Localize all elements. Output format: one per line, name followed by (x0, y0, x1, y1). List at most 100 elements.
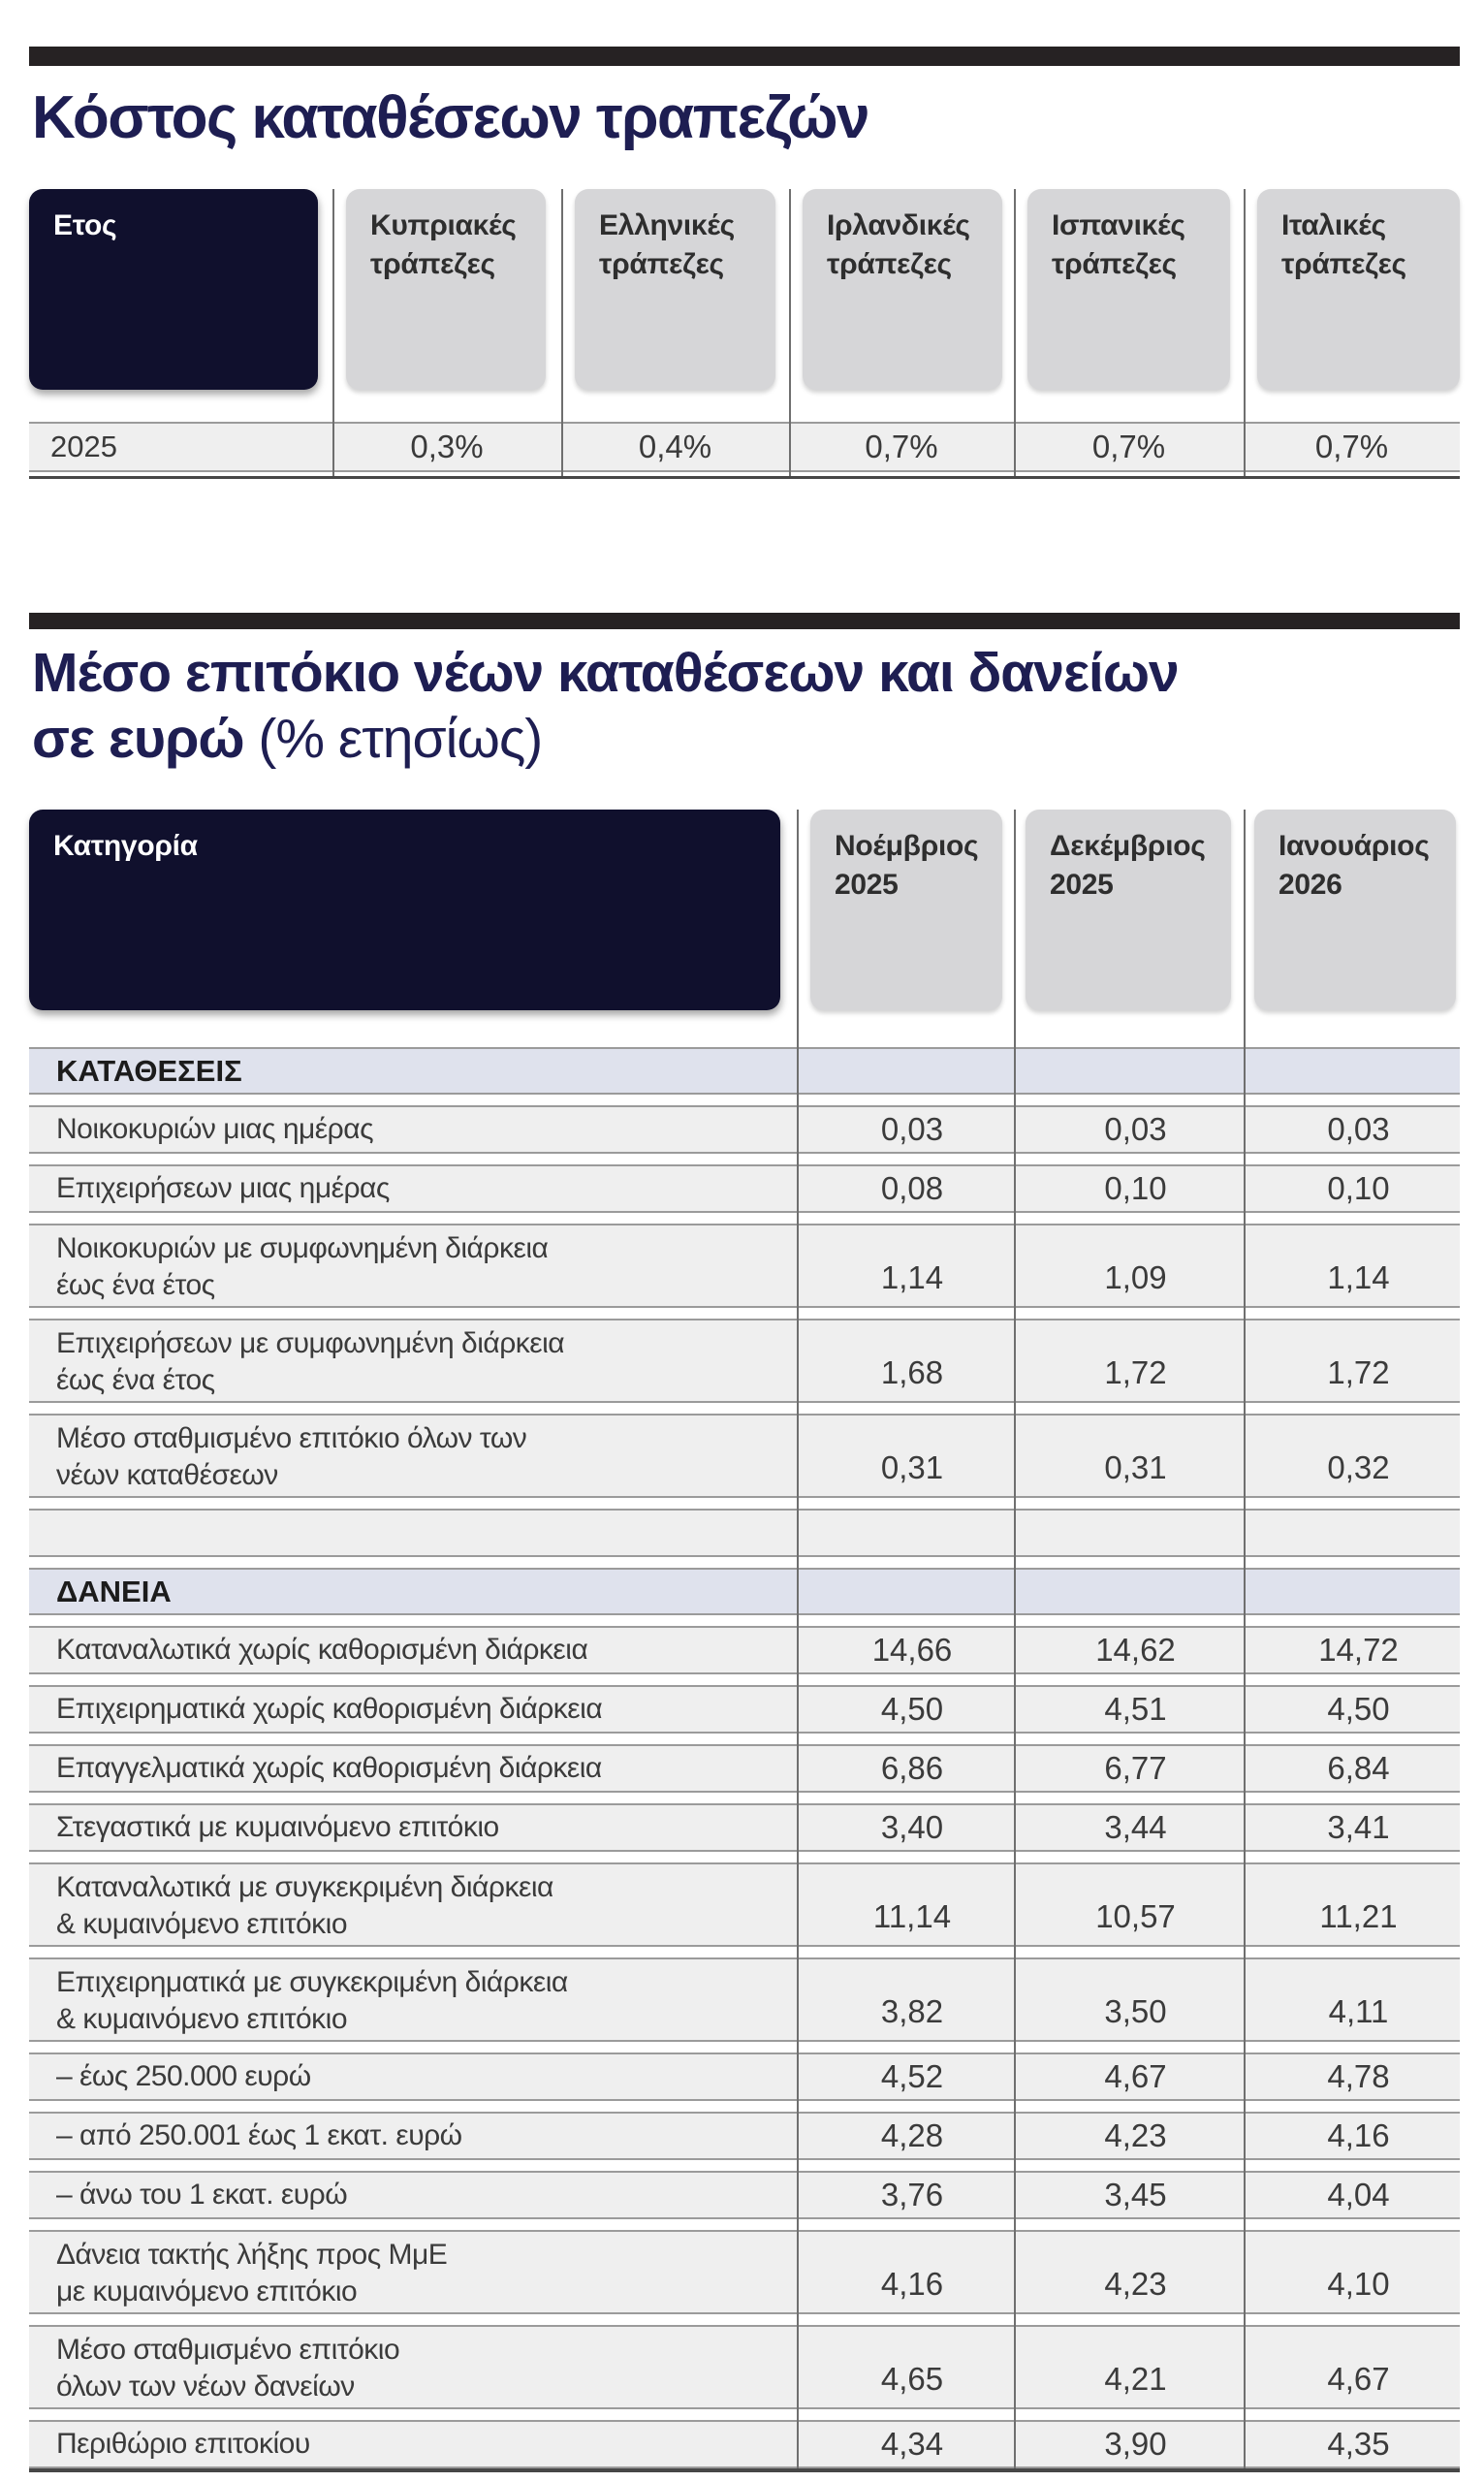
value-dec: 0,10 (1104, 1170, 1167, 1206)
value-jan: 4,16 (1327, 2117, 1390, 2153)
value-dec: 3,50 (1104, 1993, 1167, 2029)
value-dec: 3,90 (1104, 2426, 1167, 2462)
header-line1: Δεκέμβριος (1050, 830, 1206, 862)
value-dec: 3,45 (1104, 2177, 1167, 2212)
value-dec: 3,44 (1104, 1809, 1167, 1845)
row-label: Επιχειρήσεων μιας ημέρας (29, 1166, 797, 1211)
value-dec: 14,62 (1095, 1632, 1176, 1668)
value-jan: 4,11 (1328, 1993, 1389, 2029)
table1-header-greece: Ελληνικές τράπεζες (575, 189, 775, 390)
value-nov: 0,31 (880, 1449, 944, 1485)
table2-title-line2-light: (% ετησίως) (243, 708, 543, 770)
row-label: – άνω του 1 εκατ. ευρώ (29, 2173, 797, 2217)
empty-cell (1014, 1049, 1244, 1093)
table1-bottom-rule (29, 476, 1460, 479)
table1-header-ireland: Ιρλανδικές τράπεζες (803, 189, 1002, 390)
empty-cell (1014, 1570, 1244, 1613)
row-label-line1: Επιχειρήσεων μιας ημέρας (56, 1172, 390, 1204)
row-label-line1: Περιθώριο επιτοκίου (56, 2428, 310, 2460)
row-label-line1: Επαγγελματικά χωρίς καθορισμένη διάρκεια (56, 1752, 602, 1784)
empty-cell (1244, 1570, 1460, 1613)
row-label-line1: Μέσο σταθμισμένο επιτόκιο (56, 2334, 400, 2366)
header-line2: τράπεζες (370, 248, 495, 280)
row-label: – από 250.001 έως 1 εκατ. ευρώ (29, 2114, 797, 2158)
value-nov: 11,14 (872, 1898, 952, 1934)
table2-header-category: Κατηγορία (29, 810, 780, 1010)
header-line1: Ιρλανδικές (827, 209, 970, 241)
row-label: Μέσο σταθμισμένο επιτόκιο όλων των νέων κ… (29, 1416, 797, 1496)
row-label-line1: – από 250.001 έως 1 εκατ. ευρώ (56, 2119, 462, 2151)
table1-header-spain: Ισπανικές τράπεζες (1027, 189, 1230, 390)
value-nov: 6,86 (880, 1750, 944, 1786)
table-row: Στεγαστικά με κυμαινόμενο επιτόκιο 3,40 … (29, 1803, 1460, 1852)
header-line2: τράπεζες (1281, 248, 1406, 280)
table-row: Νοικοκυριών μιας ημέρας 0,03 0,03 0,03 (29, 1105, 1460, 1154)
table1-header-italy: Ιταλικές τράπεζες (1257, 189, 1460, 390)
value-nov: 4,50 (880, 1691, 944, 1727)
table2-title-line1: Μέσο επιτόκιο νέων καταθέσεων και δανείω… (32, 642, 1180, 704)
empty-cell (797, 1049, 1014, 1093)
value-jan: 4,50 (1327, 1691, 1390, 1727)
header-line2: τράπεζες (599, 248, 724, 280)
value-nov: 4,34 (880, 2426, 944, 2462)
value-jan: 1,72 (1327, 1354, 1390, 1390)
table-row: – άνω του 1 εκατ. ευρώ 3,76 3,45 4,04 (29, 2171, 1460, 2219)
table1-header-ireland-label: Ιρλανδικές τράπεζες (803, 189, 1002, 284)
table1-header-italy-label: Ιταλικές τράπεζες (1257, 189, 1460, 284)
header-line1: Ιταλικές (1281, 209, 1386, 241)
table-row: Περιθώριο επιτοκίου 4,34 3,90 4,35 (29, 2420, 1460, 2468)
table2-header-category-label: Κατηγορία (53, 830, 198, 862)
value-dec: 4,51 (1104, 1691, 1167, 1727)
value-dec: 4,23 (1104, 2266, 1167, 2302)
table2-title: Μέσο επιτόκιο νέων καταθέσεων και δανείω… (32, 640, 1180, 772)
value-dec: 10,57 (1095, 1898, 1176, 1934)
header-line2: 2025 (835, 869, 899, 901)
table1-column-line (561, 189, 563, 479)
value-dec: 1,72 (1104, 1354, 1167, 1390)
row-label: Περιθώριο επιτοκίου (29, 2422, 797, 2466)
table1-header-year-label: Ετος (53, 209, 117, 241)
table-row: Νοικοκυριών με συμφωνημένη διάρκεια έως έ… (29, 1224, 1460, 1308)
row-label: Καταναλωτικά με συγκεκριμένη διάρκεια & κ… (29, 1864, 797, 1945)
section-title: ΔΑΝΕΙΑ (56, 1574, 172, 1608)
row-label-line1: Καταναλωτικά με συγκεκριμένη διάρκεια (56, 1871, 553, 1903)
row-label: Επιχειρηματικά χωρίς καθορισμένη διάρκει… (29, 1687, 797, 1732)
section-rule-bar (29, 613, 1460, 629)
value-nov: 4,28 (880, 2117, 944, 2153)
table1-header-year: Ετος (29, 189, 318, 390)
table1-column-line (789, 189, 791, 479)
spacer-row (29, 1509, 1460, 1557)
value-dec: 0,31 (1104, 1449, 1167, 1485)
row-label-line1: Επιχειρηματικά χωρίς καθορισμένη διάρκει… (56, 1693, 603, 1725)
table-row: Δάνεια τακτής λήξης προς ΜμΕ με κυμαινόμε… (29, 2230, 1460, 2314)
table-row: Καταναλωτικά χωρίς καθορισμένη διάρκεια … (29, 1626, 1460, 1674)
row-label-line1: Νοικοκυριών με συμφωνημένη διάρκεια (56, 1232, 549, 1264)
table2-header-january: Ιανουάριος 2026 (1254, 810, 1456, 1010)
table1-year-value: 2025 (50, 430, 117, 463)
value-nov: 4,65 (880, 2361, 944, 2397)
value-jan: 1,14 (1327, 1259, 1390, 1295)
table-row: Επιχειρηματικά με συγκεκριμένη διάρκεια &… (29, 1957, 1460, 2042)
value-jan: 4,67 (1327, 2361, 1390, 2397)
table2-column-line (1244, 810, 1246, 2468)
row-label: Επιχειρήσεων με συμφωνημένη διάρκεια έως … (29, 1321, 797, 1401)
row-label-line2: έως ένα έτος (56, 1269, 215, 1301)
value-nov: 3,76 (880, 2177, 944, 2212)
header-line1: Ελληνικές (599, 209, 735, 241)
table1-column-line (1244, 189, 1246, 479)
value-jan: 0,10 (1327, 1170, 1390, 1206)
header-line2: τράπεζες (1052, 248, 1177, 280)
table-row: Επαγγελματικά χωρίς καθορισμένη διάρκεια… (29, 1744, 1460, 1793)
row-label: Μέσο σταθμισμένο επιτόκιο όλων των νέων δ… (29, 2327, 797, 2407)
header-line2: 2026 (1279, 869, 1342, 901)
value-jan: 0,03 (1327, 1111, 1390, 1147)
value-jan: 11,21 (1319, 1898, 1398, 1934)
value-nov: 1,68 (880, 1354, 944, 1390)
row-label-line1: Νοικοκυριών μιας ημέρας (56, 1113, 374, 1145)
empty-cell (1014, 1511, 1244, 1555)
empty-cell (1244, 1049, 1460, 1093)
table1-header-spain-label: Ισπανικές τράπεζες (1027, 189, 1230, 284)
table-row: Επιχειρηματικά χωρίς καθορισμένη διάρκει… (29, 1685, 1460, 1734)
table2-header-november: Νοέμβριος 2025 (810, 810, 1002, 1010)
